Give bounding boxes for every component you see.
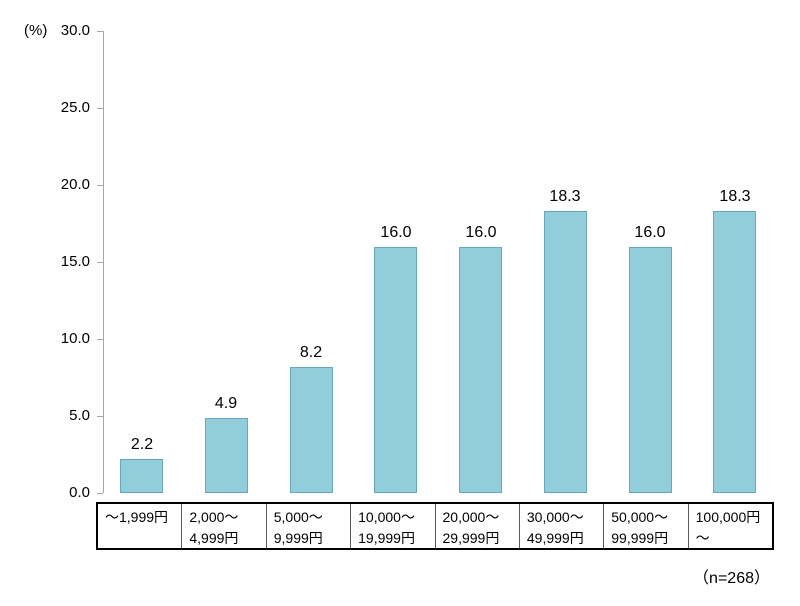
y-tick-mark	[97, 185, 103, 186]
bar-value-label: 8.2	[299, 344, 323, 361]
category-label-line: 49,999円	[526, 530, 584, 546]
bar	[374, 247, 417, 493]
y-tick-label: 15.0	[60, 253, 90, 270]
y-axis-line	[103, 31, 104, 493]
category-label-line: ～	[695, 530, 710, 546]
y-tick-mark	[97, 262, 103, 263]
category-label-line: 19,999円	[358, 530, 415, 546]
y-tick-label: 0.0	[69, 484, 90, 501]
bar	[205, 418, 248, 493]
y-tick-label: 20.0	[60, 176, 90, 193]
y-tick-mark	[97, 493, 103, 494]
bar	[629, 247, 672, 493]
category-cell: 50,000～ 99,999円	[603, 504, 687, 548]
category-label-line: 10,000～	[358, 509, 415, 525]
bar-value-label: 4.9	[214, 395, 238, 412]
bar	[459, 247, 502, 493]
category-cell: 5,000～ 9,999円	[265, 504, 350, 548]
category-label-line: ～1,999円	[105, 509, 169, 525]
bar-value-label: 16.0	[465, 224, 497, 241]
y-tick-label: 25.0	[60, 99, 90, 116]
category-label-line: 9,999円	[273, 530, 323, 546]
y-tick-mark	[97, 416, 103, 417]
bar-value-label: 16.0	[634, 224, 666, 241]
category-label-line: 50,000～	[611, 509, 669, 525]
bar	[290, 367, 333, 493]
category-axis-box: ～1,999円 2,000～ 4,999円 5,000～ 9,999円 10,000～ 19…	[96, 502, 774, 550]
category-cell: ～1,999円	[98, 504, 181, 548]
category-cell: 30,000～ 49,999円	[518, 504, 603, 548]
category-cell: 10,000～ 19,999円	[350, 504, 434, 548]
category-cell: 100,000円 ～	[687, 504, 772, 548]
category-label-line: 5,000～	[273, 509, 323, 525]
bar-value-label: 16.0	[380, 224, 412, 241]
bar-value-label: 2.2	[130, 436, 154, 453]
category-label-line: 20,000～	[442, 509, 500, 525]
y-tick-label: 5.0	[69, 407, 90, 424]
y-tick-mark	[97, 108, 103, 109]
bar-value-label: 18.3	[549, 188, 581, 205]
y-axis-unit-label: (%)	[24, 22, 48, 39]
y-tick-mark	[97, 31, 103, 32]
category-label-line: 30,000～	[526, 509, 584, 525]
bar	[713, 211, 756, 493]
category-cell: 20,000～ 29,999円	[434, 504, 519, 548]
category-cell: 2,000～ 4,999円	[181, 504, 265, 548]
category-label-line: 4,999円	[189, 530, 239, 546]
y-tick-label: 10.0	[60, 330, 90, 347]
bar	[120, 459, 163, 493]
category-label-line: 100,000円	[695, 509, 761, 525]
sample-size-label: （n=268）	[693, 570, 770, 587]
y-tick-mark	[97, 339, 103, 340]
y-tick-label: 30.0	[60, 22, 90, 39]
bar-value-label: 18.3	[719, 188, 751, 205]
bar	[544, 211, 587, 493]
category-label-line: 2,000～	[189, 509, 239, 525]
category-label-line: 29,999円	[442, 530, 500, 546]
category-label-line: 99,999円	[611, 530, 669, 546]
